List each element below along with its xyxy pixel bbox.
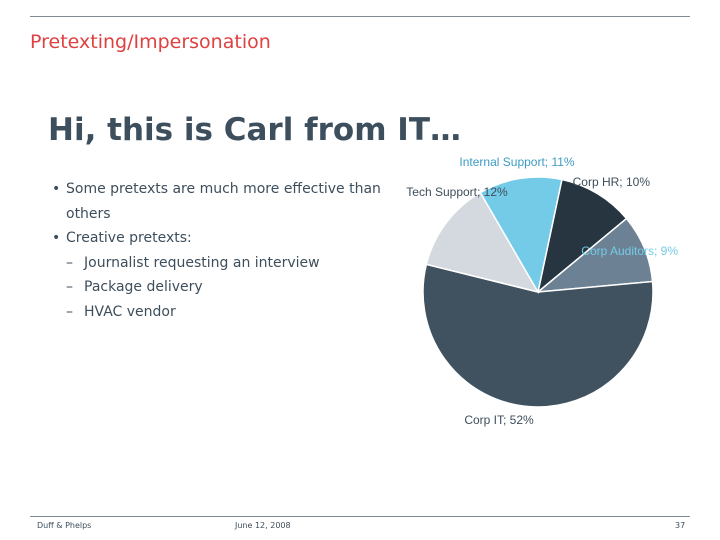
footer-company: Duff & Phelps xyxy=(37,521,92,530)
pie-label-corp-it: Corp IT; 52% xyxy=(464,413,534,427)
pie-label-tech-support: Tech Support; 12% xyxy=(406,185,508,199)
bullet-text: Some pretexts are much more effective th… xyxy=(66,181,381,222)
pie-label-corp-hr: Corp HR; 10% xyxy=(573,175,651,189)
pie-slice-corp-hr xyxy=(536,178,628,294)
bullet-dot-icon: • xyxy=(52,230,61,246)
bullet-list: • Some pretexts are much more effective … xyxy=(50,177,395,324)
page-number: 37 xyxy=(675,521,686,530)
pie-label-corp-auditors: Corp Auditors; 9% xyxy=(581,244,678,258)
footer-rule xyxy=(30,516,690,517)
pie-slice-internal-support xyxy=(479,176,563,295)
bullet-item: • Some pretexts are much more effective … xyxy=(50,177,395,226)
pie-slice-tech-support xyxy=(425,191,540,294)
bullet-dot-icon: • xyxy=(52,181,61,197)
pie-label-internal-support: Internal Support; 11% xyxy=(459,155,575,169)
sub-bullet-item: – Package delivery xyxy=(50,275,395,300)
sub-bullet-text: Package delivery xyxy=(84,279,203,295)
bullet-dash-icon: – xyxy=(66,254,73,271)
section-title: Pretexting/Impersonation xyxy=(30,31,271,53)
footer-date: June 12, 2008 xyxy=(235,521,291,530)
sub-bullet-text: Journalist requesting an interview xyxy=(84,254,320,271)
sub-bullet-item: – Journalist requesting an interview xyxy=(50,251,395,276)
pie-slice-corp-it xyxy=(422,263,654,408)
header-rule xyxy=(30,16,690,17)
bullet-text: Creative pretexts: xyxy=(66,230,192,246)
bullet-dash-icon: – xyxy=(66,303,73,320)
bullet-dash-icon: – xyxy=(66,279,73,295)
pie-chart: Corp HR; 10% Corp Auditors; 9% Corp IT; 52… xyxy=(406,155,678,427)
sub-bullet-text: HVAC vendor xyxy=(84,303,176,320)
bullet-item: • Creative pretexts: xyxy=(50,226,395,251)
sub-bullet-item: – HVAC vendor xyxy=(50,300,395,325)
slide-title: Hi, this is Carl from IT… xyxy=(48,112,461,148)
